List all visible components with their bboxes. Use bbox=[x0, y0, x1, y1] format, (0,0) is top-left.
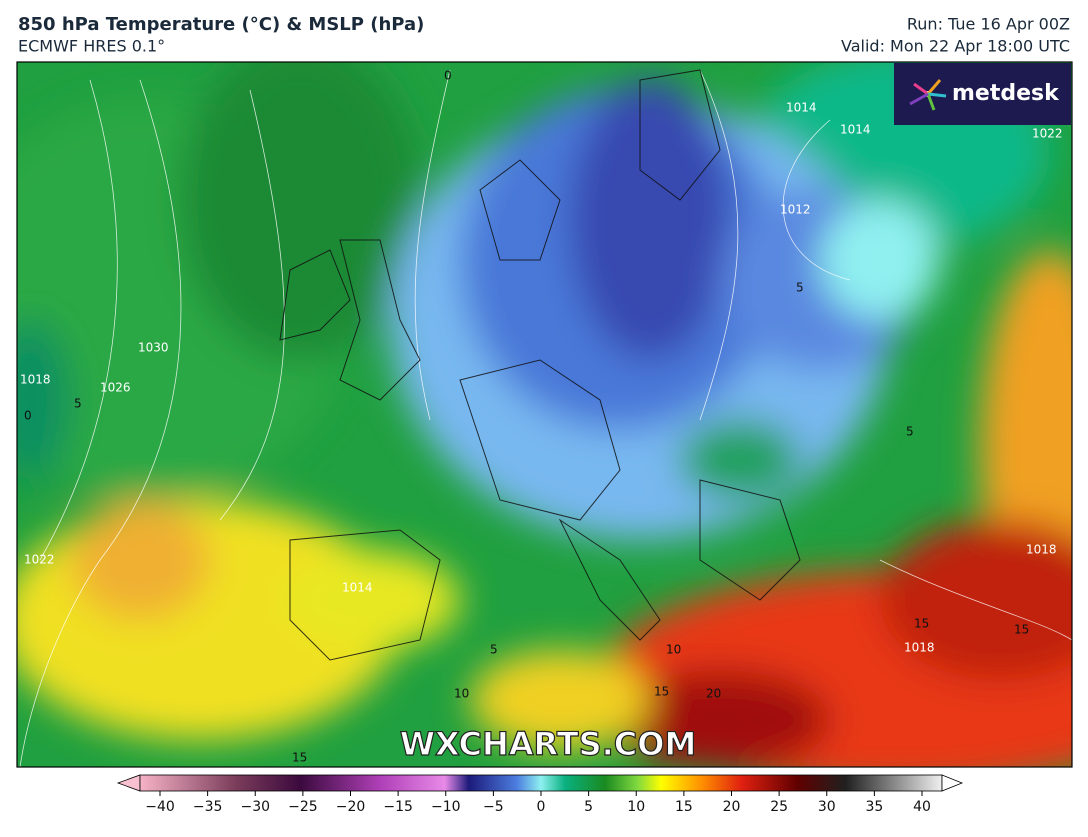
valid-time: Valid: Mon 22 Apr 18:00 UTC bbox=[841, 37, 1070, 56]
colorbar-tick-label: 25 bbox=[770, 799, 788, 815]
contour-label: 1018 bbox=[20, 373, 51, 387]
contour-label: 5 bbox=[490, 643, 498, 657]
logo[interactable]: metdesk bbox=[894, 63, 1071, 125]
subtitle: ECMWF HRES 0.1° bbox=[18, 37, 165, 56]
contour-label: 15 bbox=[292, 751, 307, 765]
colorbar-low-arrow bbox=[116, 774, 141, 792]
run-time: Run: Tue 16 Apr 00Z bbox=[907, 15, 1070, 34]
contour-label: 15 bbox=[1014, 623, 1029, 637]
watermark: WXCHARTS.COM bbox=[400, 725, 697, 763]
colorbar-tick-label: 10 bbox=[627, 799, 645, 815]
logo-box bbox=[894, 63, 1071, 125]
colorbar-tick-label: 40 bbox=[913, 799, 931, 815]
contour-label: 15 bbox=[654, 685, 669, 699]
contour-label: 1014 bbox=[840, 123, 871, 137]
colorbar-tick-label: 35 bbox=[865, 799, 883, 815]
colorbar-tick-label: −40 bbox=[145, 799, 175, 815]
colorbar-tick-label: −15 bbox=[383, 799, 413, 815]
contour-label: 5 bbox=[906, 425, 914, 439]
contour-label: 5 bbox=[796, 281, 804, 295]
colorbar-tick-label: 15 bbox=[675, 799, 693, 815]
contour-label: 1012 bbox=[780, 203, 811, 217]
contour-label: 1030 bbox=[138, 341, 169, 355]
contour-label: 1022 bbox=[1032, 127, 1063, 141]
map-frame bbox=[16, 61, 1073, 768]
colorbar-tick-label: 30 bbox=[818, 799, 836, 815]
logo-mark bbox=[909, 79, 947, 111]
colorbar-tick-label: −10 bbox=[431, 799, 461, 815]
colorbar: −40 −35 −30 −25 −20 −15 −10 −5 0 5 10 15 20 25 30 35 40 bbox=[116, 774, 964, 815]
contour-label: 1014 bbox=[786, 101, 817, 115]
contour-label: 0 bbox=[24, 409, 32, 423]
contour-label: 5 bbox=[74, 397, 82, 411]
colorbar-tick-label: −20 bbox=[336, 799, 366, 815]
colorbar-body bbox=[139, 774, 943, 792]
contour-labels: 0 1030 1026 1018 0 5 1022 1014 1014 1014… bbox=[20, 69, 1063, 765]
contour-label: 1014 bbox=[342, 581, 373, 595]
colorbar-high-arrow bbox=[941, 774, 964, 792]
colorbar-tick-label: −5 bbox=[483, 799, 504, 815]
map: 0 1030 1026 1018 0 5 1022 1014 1014 1014… bbox=[17, 62, 1072, 767]
contour-label: 1018 bbox=[1026, 543, 1057, 557]
colorbar-tick-label: −25 bbox=[288, 799, 318, 815]
colorbar-tick-label: 20 bbox=[723, 799, 741, 815]
colorbar-tick-label: 0 bbox=[537, 799, 546, 815]
logo-text: metdesk bbox=[952, 81, 1060, 106]
contour-label: 1026 bbox=[100, 381, 131, 395]
contour-label: 1018 bbox=[904, 641, 935, 655]
colorbar-tick-label: −35 bbox=[193, 799, 223, 815]
contour-label: 1022 bbox=[24, 553, 55, 567]
colorbar-tick-label: −30 bbox=[240, 799, 270, 815]
contour-label: 20 bbox=[706, 687, 721, 701]
contour-label: 10 bbox=[666, 643, 681, 657]
contour-label: 15 bbox=[914, 617, 929, 631]
contour-label: 10 bbox=[454, 687, 469, 701]
contour-label: 0 bbox=[444, 69, 452, 83]
colorbar-tick-label: 5 bbox=[584, 799, 593, 815]
title: 850 hPa Temperature (°C) & MSLP (hPa) bbox=[18, 14, 424, 35]
